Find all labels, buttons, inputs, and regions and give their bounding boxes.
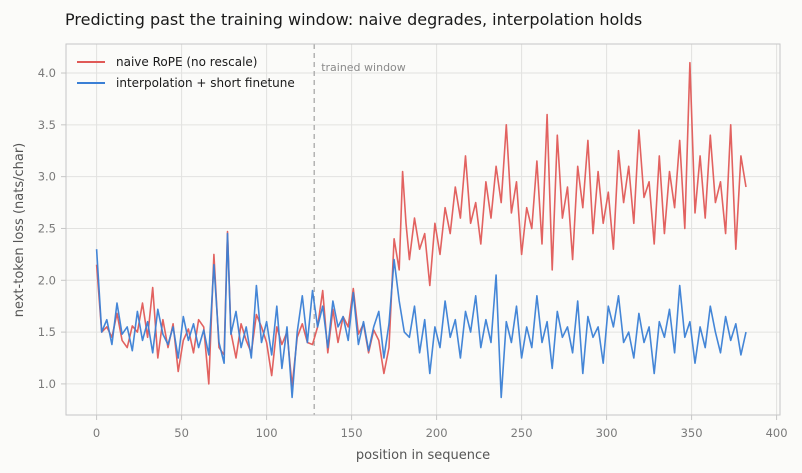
x-axis-label: position in sequence [356,448,490,463]
plot-frame [65,43,781,416]
y-tick-label: 4.0 [38,66,56,80]
y-tick-label: 3.5 [38,118,56,132]
x-tick-label: 50 [174,426,189,440]
y-tick-label: 1.0 [38,377,56,391]
x-axis-ticks: 0 50 100 150 200 250 300 350 400 [93,415,788,440]
chart-title: Predicting past the training window: nai… [65,10,642,29]
legend-label-naive: naive RoPE (no rescale) [116,55,257,69]
x-tick-label: 350 [681,426,703,440]
x-tick-label: 300 [596,426,618,440]
y-tick-label: 2.0 [38,273,56,287]
x-tick-label: 0 [93,426,100,440]
x-tick-label: 250 [511,426,533,440]
y-tick-label: 3.0 [38,170,56,184]
legend-label-interpolation: interpolation + short finetune [116,76,295,90]
y-tick-label: 1.5 [38,325,56,339]
y-tick-label: 2.5 [38,221,56,235]
y-axis-ticks: 1.0 1.5 2.0 2.5 3.0 3.5 4.0 [38,66,66,391]
x-tick-label: 200 [426,426,448,440]
x-tick-label: 150 [341,426,363,440]
legend: naive RoPE (no rescale) interpolation + … [77,55,295,90]
x-tick-label: 100 [256,426,278,440]
trained-window-label: trained window [321,61,406,74]
x-tick-label: 400 [766,426,788,440]
naive-rope-line [95,61,747,387]
interpolation-finetune-line [95,232,747,399]
series-lines [95,61,747,399]
y-axis-label: next-token loss (nats/char) [12,143,27,318]
